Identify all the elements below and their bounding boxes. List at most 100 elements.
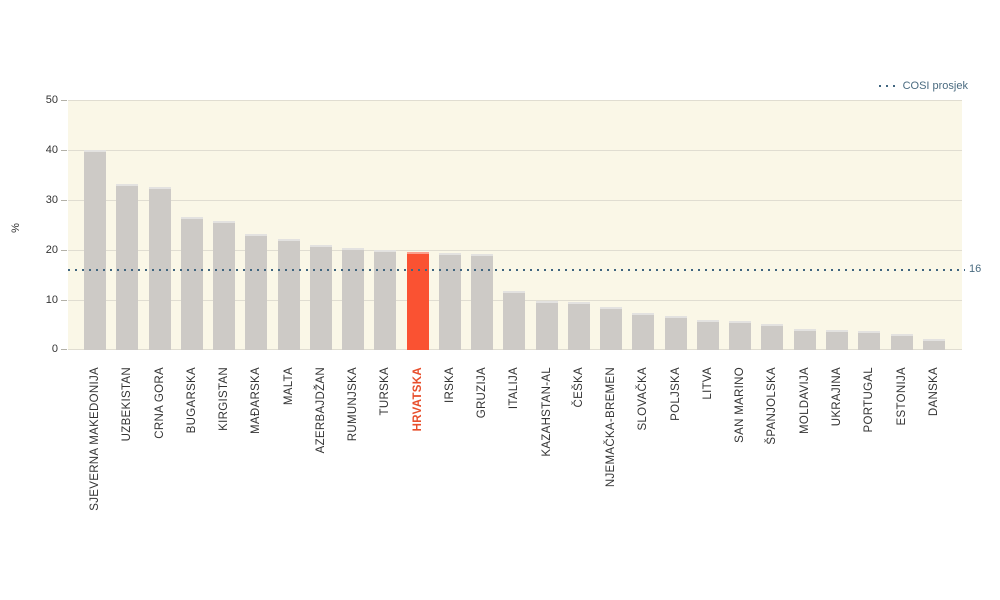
x-axis-label-text: DANSKA	[927, 367, 940, 417]
bar	[471, 254, 494, 350]
gridline	[68, 100, 962, 101]
gridline	[68, 200, 962, 201]
y-axis-tick	[61, 300, 67, 301]
x-axis-label: HRVATSKA	[411, 364, 425, 431]
x-axis-label: KAZAHSTAN-AL	[540, 364, 554, 457]
x-axis-label-text: IRSKA	[443, 367, 456, 404]
dotted-line-icon	[878, 85, 896, 87]
x-axis-label: ČEŠKA	[572, 364, 586, 408]
y-axis-tick	[61, 100, 67, 101]
x-axis-label-text: MALTA	[282, 367, 295, 406]
average-value-label: 16	[969, 263, 982, 275]
x-axis-label: PORTUGAL	[862, 364, 876, 432]
bar	[309, 245, 332, 350]
x-axis-label-text: RUMUNJSKA	[347, 367, 360, 442]
x-axis-label-text: PORTUGAL	[863, 367, 876, 433]
x-axis-label: SAN MARINO	[733, 364, 747, 443]
x-axis-label-text: ITALIJA	[508, 367, 521, 410]
bar	[84, 150, 106, 350]
bar	[116, 184, 139, 350]
x-axis-label: ESTONIJA	[895, 364, 909, 425]
bar	[729, 321, 752, 350]
x-axis-label-text: POLJSKA	[669, 367, 682, 421]
x-axis-label-text: SAN MARINO	[734, 367, 747, 443]
x-axis-label: TURSKA	[378, 364, 392, 415]
bar	[342, 247, 365, 350]
y-axis-tick-label: 30	[45, 194, 58, 206]
y-axis-tick-label: 50	[45, 94, 58, 106]
x-axis-label-text: UZBEKISTAN	[121, 367, 134, 442]
x-axis-label-text: BUGARSKA	[185, 367, 198, 434]
x-axis-label: AZERBAJDŽAN	[314, 364, 328, 453]
legend-label: COSI prosjek	[902, 80, 968, 92]
x-axis-label-text: LITVA	[701, 367, 714, 400]
y-axis-tick-label: 10	[45, 294, 58, 306]
x-axis-label: MAĐARSKA	[249, 364, 263, 434]
x-axis-label: UZBEKISTAN	[120, 364, 134, 441]
x-axis-label: MALTA	[282, 364, 296, 405]
gridline	[68, 150, 962, 151]
x-axis-label: BUGARSKA	[185, 364, 199, 433]
average-line	[68, 269, 965, 271]
bar	[600, 307, 623, 350]
bar	[696, 319, 719, 350]
x-axis-label: SLOVAČKA	[636, 364, 650, 431]
y-axis-title: %	[10, 223, 22, 233]
x-axis-label-text: AZERBAJDŽAN	[314, 367, 327, 454]
x-axis-label-text: ŠPANJOLSKA	[766, 367, 779, 445]
bar	[890, 333, 913, 350]
x-axis-label: IRSKA	[443, 364, 457, 403]
x-axis-label: NJEMAČKA-BREMEN	[604, 364, 618, 487]
x-axis-label-text: CRNA GORA	[153, 367, 166, 439]
x-axis-label-text: ČEŠKA	[572, 367, 585, 408]
bar	[277, 238, 300, 350]
gridline	[68, 250, 962, 251]
bar	[180, 217, 203, 350]
x-axis-label: MOLDAVIJA	[798, 364, 812, 434]
y-axis-tick	[61, 250, 67, 251]
y-axis-tick-label: 0	[51, 343, 58, 355]
y-axis-tick	[61, 200, 67, 201]
y-axis-tick	[61, 349, 67, 350]
x-axis-label-text: MAĐARSKA	[250, 367, 263, 434]
bar	[148, 187, 171, 350]
bar	[213, 221, 236, 350]
x-axis-label: POLJSKA	[669, 364, 683, 421]
y-axis-tick	[61, 150, 67, 151]
x-axis-label: UKRAJINA	[830, 364, 844, 426]
x-axis-label-text: TURSKA	[379, 367, 392, 416]
x-axis-label: SJEVERNA MAKEDONIJA	[88, 364, 102, 511]
x-axis-label: KIRGISTAN	[217, 364, 231, 431]
x-axis-label-text: GRUZIJA	[476, 367, 489, 419]
bar	[245, 234, 268, 350]
x-axis-label: RUMUNJSKA	[346, 364, 360, 441]
x-axis-label: LITVA	[701, 364, 715, 400]
bar	[761, 323, 784, 350]
bar	[922, 339, 945, 350]
bar	[503, 290, 526, 350]
x-axis-label: ITALIJA	[507, 364, 521, 409]
x-axis-label-text: HRVATSKA	[411, 367, 424, 432]
bar	[438, 252, 461, 350]
bar	[664, 316, 687, 350]
x-axis-label-text: UKRAJINA	[830, 367, 843, 427]
bar	[535, 301, 558, 350]
x-axis-label-text: ESTONIJA	[895, 367, 908, 426]
bar	[825, 329, 848, 350]
y-axis-tick-label: 20	[45, 244, 58, 256]
bar	[793, 328, 816, 350]
plot-area	[68, 100, 965, 350]
x-axis-label-text: NJEMAČKA-BREMEN	[605, 367, 618, 488]
x-axis-label-text: SJEVERNA MAKEDONIJA	[89, 367, 101, 511]
y-axis-tick-label: 40	[45, 144, 58, 156]
x-axis-label: GRUZIJA	[475, 364, 489, 418]
bar	[567, 302, 590, 350]
legend: COSI prosjek	[878, 79, 968, 93]
x-axis-label: DANSKA	[927, 364, 941, 416]
x-axis-label-text: SLOVAČKA	[637, 367, 650, 431]
x-axis-label-text: KIRGISTAN	[218, 367, 231, 431]
x-axis-label-text: KAZAHSTAN-AL	[540, 367, 553, 457]
x-axis-label: CRNA GORA	[153, 364, 167, 439]
bar	[858, 330, 881, 350]
